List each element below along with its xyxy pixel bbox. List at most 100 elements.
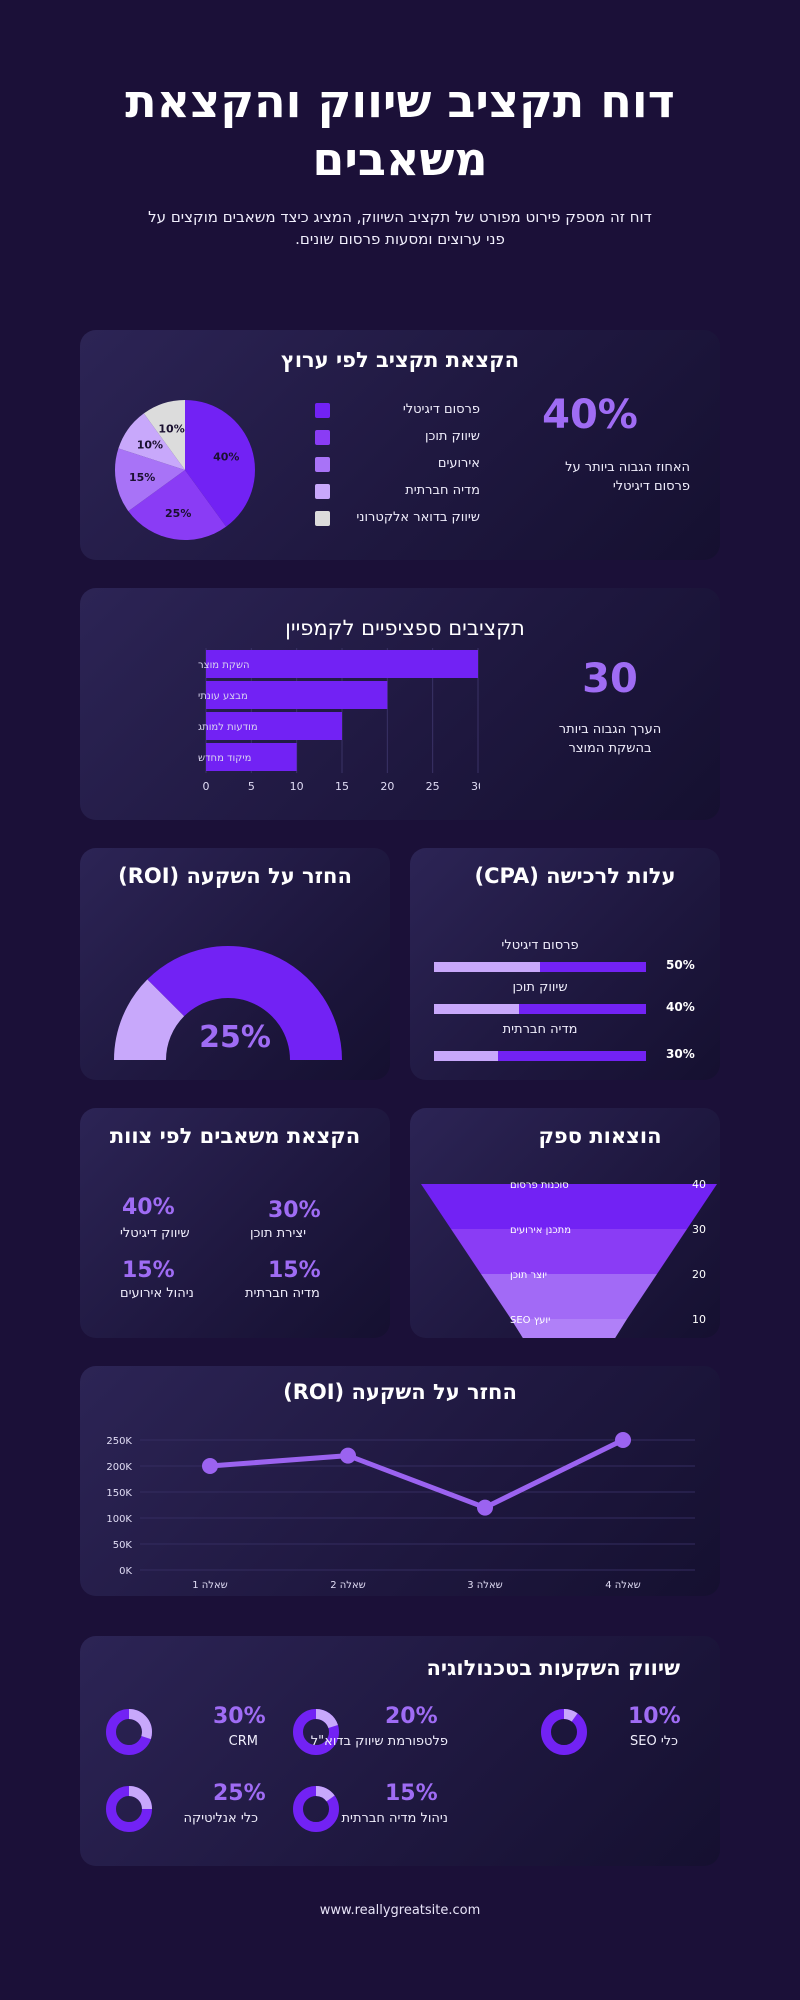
gauge-value-arc <box>114 979 185 1060</box>
funnel-stage <box>421 1184 717 1229</box>
gauge-remaining-arc <box>147 946 342 1060</box>
pie-slice-label: 40% <box>213 451 239 464</box>
legend-label: שיווק תוכן <box>424 429 480 444</box>
pie-slice <box>115 448 185 512</box>
bar-category-label: מודעות למותג <box>198 722 258 733</box>
cpa-item-percent: 30% <box>666 1047 695 1061</box>
funnel-stage <box>481 1274 657 1319</box>
tech-donut-value <box>541 1709 587 1755</box>
bar-x-tick: 10 <box>290 780 304 793</box>
vendor-funnel-chart: סוכנות פרסום 40 מתכנן אירועים 30 יוצר תוכן 20… <box>421 1178 717 1338</box>
cpa-bar-fill <box>434 1051 498 1061</box>
tech-percent: 15% <box>385 1781 438 1806</box>
bar-category-label: השקת מוצר <box>198 660 250 671</box>
campaign-bar <box>206 743 297 771</box>
channel-budget-card: הקצאת תקציב לפי ערוץ 40% 25% 15% 10% 10% פרס… <box>80 330 720 560</box>
team-percent: 15% <box>122 1258 175 1283</box>
funnel-stage-value: 10 <box>692 1313 706 1326</box>
cpa-bar-track <box>434 1004 646 1014</box>
roi-gauge-title: החזר על השקעה (ROI) <box>118 864 352 888</box>
cpa-item-percent: 40% <box>666 1000 695 1014</box>
bar-x-tick: 30 <box>471 780 480 793</box>
tech-donut <box>293 1709 339 1755</box>
teams-card: הקצאת משאבים לפי צוות 30% יצירת תוכן 40% שי… <box>80 1108 390 1338</box>
tech-label: כלי אנליטיקה <box>183 1811 258 1826</box>
cpa-bar-fill <box>434 962 540 972</box>
line-x-tick: שאלה 4 <box>605 1580 641 1591</box>
roi-data-point <box>202 1458 218 1474</box>
line-x-tick: שאלה 2 <box>330 1580 366 1591</box>
roi-line-title: החזר על השקעה (ROI) <box>283 1380 517 1404</box>
campaign-budget-card: תקציבים ספציפיים לקמפיין 0 5 10 15 20 25 30 השק… <box>80 588 720 820</box>
campaign-bar <box>206 712 342 740</box>
tech-label: פלטפורמת שיווק בדוא"ל <box>310 1734 448 1749</box>
roi-gauge-card: החזר על השקעה (ROI) 25% <box>80 848 390 1080</box>
funnel-stage-value: 20 <box>692 1268 706 1281</box>
tech-donut-track <box>541 1709 587 1755</box>
cpa-item-percent: 50% <box>666 958 695 972</box>
cpa-item-label: מדיה חברתית <box>502 1022 578 1037</box>
line-y-tick: 250K <box>106 1436 132 1447</box>
tech-donut <box>541 1709 587 1755</box>
tech-percent: 20% <box>385 1704 438 1729</box>
page-title: דוח תקציב שיווק והקצאת משאבים <box>125 74 675 186</box>
tech-donut-value <box>293 1709 339 1755</box>
pie-slice <box>118 413 185 470</box>
campaign-highlight-value: 30 <box>582 656 638 702</box>
line-x-tick: שאלה 1 <box>192 1580 228 1591</box>
tech-label: CRM <box>228 1734 258 1749</box>
campaign-budget-title: תקציבים ספציפיים לקמפיין <box>285 616 525 640</box>
team-label: מדיה חברתית <box>245 1286 320 1301</box>
funnel-stage-label: יועץ SEO <box>510 1315 550 1326</box>
tech-donut-value <box>106 1786 152 1832</box>
line-y-tick: 150K <box>106 1488 132 1499</box>
team-label: שיווק דיגיטלי <box>120 1226 190 1241</box>
roi-data-point <box>615 1432 631 1448</box>
page-subtitle: דוח זה מספק פירוט מפורט של תקציב השיווק,… <box>148 208 652 248</box>
bar-x-tick: 20 <box>380 780 394 793</box>
bar-x-tick: 0 <box>203 780 210 793</box>
footer-url[interactable]: www.reallygreatsite.com <box>319 1903 481 1918</box>
funnel-stage-label: יוצר תוכן <box>510 1270 547 1281</box>
teams-title: הקצאת משאבים לפי צוות <box>109 1124 361 1148</box>
bar-x-tick: 15 <box>335 780 349 793</box>
tech-label: כלי SEO <box>629 1734 678 1749</box>
line-x-tick: שאלה 3 <box>467 1580 503 1591</box>
team-percent: 30% <box>268 1198 321 1223</box>
pie-slice <box>128 470 227 540</box>
bar-category-label: מבצע עונתי <box>198 691 248 702</box>
pie-slice-label: 15% <box>129 471 155 484</box>
roi-gauge-chart <box>114 946 342 1060</box>
legend-swatch <box>315 430 330 445</box>
channel-highlight-value: 40% <box>542 392 638 438</box>
line-y-tick: 0K <box>119 1566 132 1577</box>
legend-swatch <box>315 484 330 499</box>
roi-gauge-value: 25% <box>199 1020 271 1055</box>
channel-budget-title: הקצאת תקציב לפי ערוץ <box>280 348 520 372</box>
legend-label: שיווק בדואר אלקטרוני <box>356 510 480 525</box>
tech-card: שיווק השקעות בטכנולוגיה 10% כלי SEO 20% פלט… <box>80 1636 720 1866</box>
channel-pie-chart: 40% 25% 15% 10% 10% <box>115 400 255 540</box>
tech-donut <box>293 1786 339 1832</box>
line-y-tick: 200K <box>106 1462 132 1473</box>
funnel-stage-value: 30 <box>692 1223 706 1236</box>
pie-slice-label: 10% <box>137 438 163 451</box>
tech-donut-value <box>293 1786 339 1832</box>
bar-x-tick: 5 <box>248 780 255 793</box>
bar-x-tick: 25 <box>426 780 440 793</box>
legend-swatch <box>315 457 330 472</box>
tech-percent: 30% <box>213 1704 266 1729</box>
funnel-stage-label: מתכנן אירועים <box>510 1225 571 1236</box>
line-y-tick: 50K <box>113 1540 133 1551</box>
campaign-bar <box>206 650 478 678</box>
roi-line-chart: 0K 50K 100K 150K 200K 250K שאלה 1 שאלה 2 שאלה 3 ש… <box>106 1432 695 1591</box>
legend-label: פרסום דיגיטלי <box>402 402 480 417</box>
tech-donut <box>106 1786 152 1832</box>
pie-slice-label: 25% <box>165 507 191 520</box>
tech-donut <box>106 1709 152 1755</box>
roi-series-line <box>209 1437 625 1511</box>
roi-data-point <box>477 1499 493 1516</box>
cpa-bar-track <box>434 962 646 972</box>
funnel-stage <box>511 1319 627 1338</box>
funnel-stage-label: סוכנות פרסום <box>510 1180 569 1191</box>
